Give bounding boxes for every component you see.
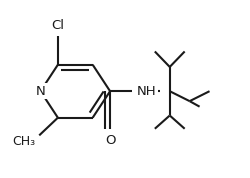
Text: NH: NH bbox=[137, 85, 156, 98]
Text: Cl: Cl bbox=[52, 19, 64, 32]
Text: N: N bbox=[36, 85, 45, 98]
Text: CH₃: CH₃ bbox=[12, 135, 35, 148]
Text: O: O bbox=[105, 134, 115, 147]
